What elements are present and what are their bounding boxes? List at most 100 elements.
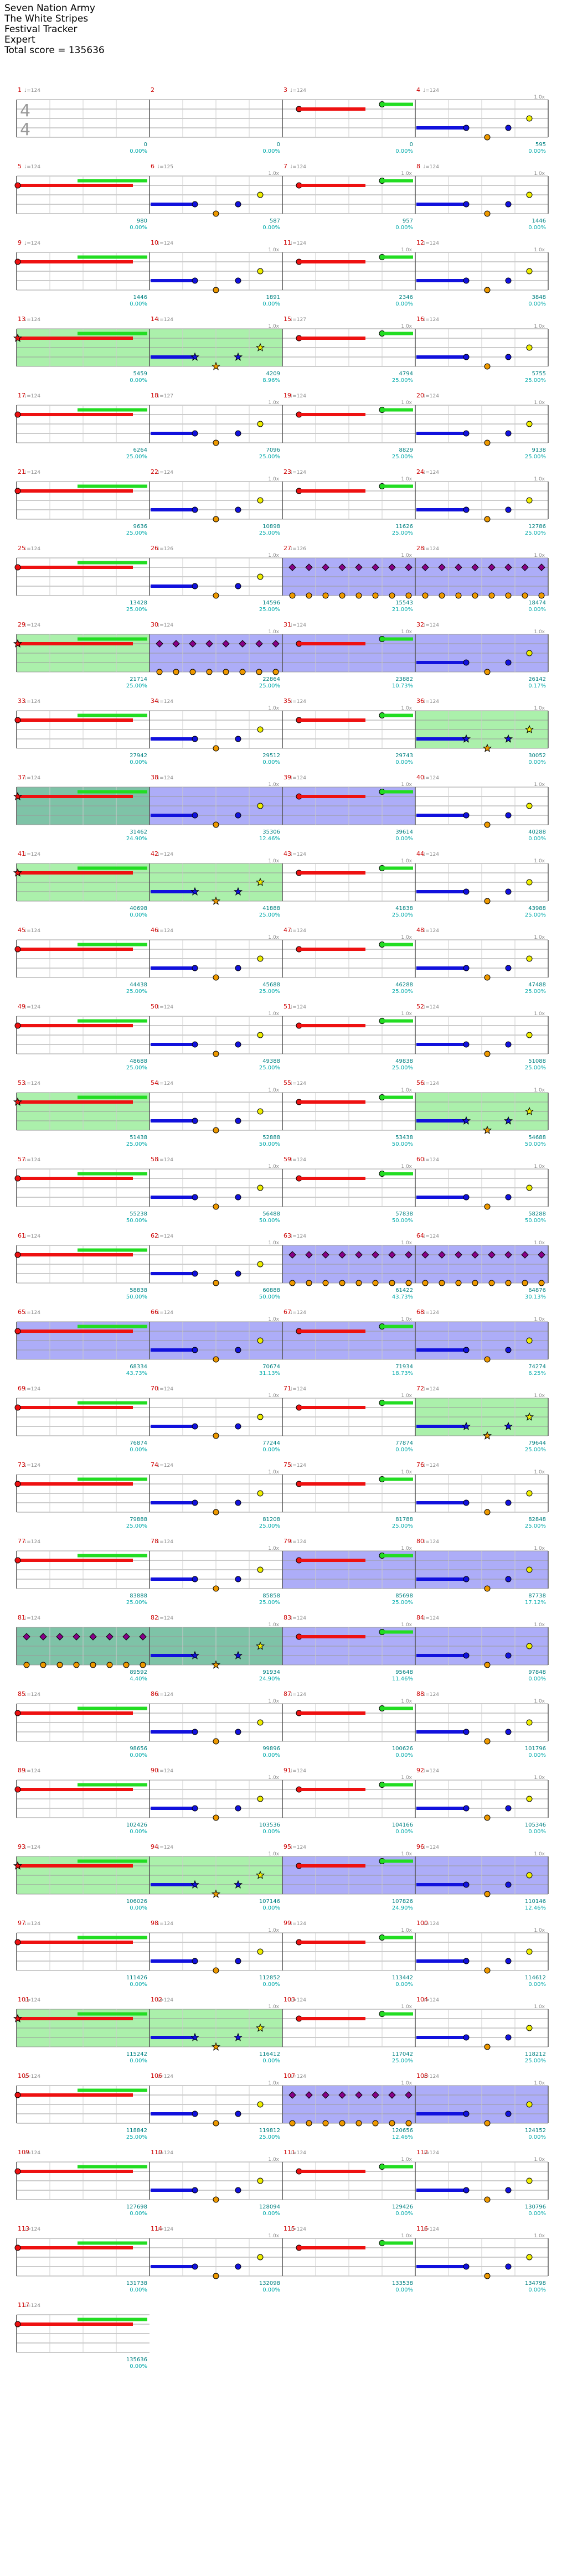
- tempo-marking: ♩=124: [157, 1692, 173, 1698]
- note-yellow: [526, 2101, 533, 2108]
- tempo-marking: ♩=124: [157, 775, 173, 781]
- note-blue: [463, 812, 470, 819]
- sustain-green: [382, 1554, 413, 1558]
- sustain-blue: [151, 890, 194, 893]
- measure-number: 94: [151, 1843, 158, 1850]
- note-yellow: [257, 1108, 264, 1115]
- note-blue: [463, 2111, 470, 2117]
- note-blue: [192, 2111, 198, 2117]
- tempo-marking: ♩=124: [24, 1463, 40, 1468]
- note-orange: [522, 1280, 528, 1286]
- sustain-blue: [151, 1501, 194, 1504]
- sustain-blue: [416, 1730, 465, 1734]
- note-blue: [192, 1423, 198, 1430]
- tap-note-purple: [222, 640, 230, 648]
- tempo-marking: ♩=124: [157, 699, 173, 705]
- multiplier-label: 1.0x: [534, 1699, 545, 1704]
- measure-score: 118212: [525, 2051, 546, 2057]
- sustain-blue: [151, 1577, 194, 1581]
- note-blue: [235, 736, 241, 742]
- sustain-blue: [416, 814, 465, 817]
- note-red: [13, 792, 23, 800]
- sustain-red: [18, 489, 133, 493]
- note-blue: [192, 2263, 198, 2270]
- time-sig-numerator: 4: [20, 101, 30, 121]
- tempo-marking: ♩=124: [24, 1310, 40, 1316]
- tempo-marking: ♩=124: [423, 1692, 439, 1698]
- note-blue: [235, 506, 241, 513]
- note-red: [14, 2168, 21, 2175]
- measure-number: 59: [284, 1156, 291, 1163]
- note-yellow: [257, 497, 264, 504]
- tempo-marking: ♩=124: [24, 1387, 40, 1392]
- multiplier-label: 1.0x: [534, 1317, 545, 1322]
- measure-percent: 0.00%: [395, 148, 413, 154]
- sustain-green: [382, 713, 413, 717]
- note-orange: [23, 1662, 30, 1668]
- sustain-red: [18, 948, 133, 951]
- measure-number: 101: [18, 1996, 29, 2003]
- tempo-marking: ♩=124: [423, 1998, 439, 2003]
- measure-score: 30052: [528, 753, 546, 759]
- measure-percent: 4.40%: [130, 1676, 147, 1682]
- note-yellow: [257, 955, 264, 962]
- measure-score: 128094: [259, 2204, 280, 2210]
- measure-2: 2 00.00%: [149, 86, 282, 154]
- tempo-marking: ♩=124: [24, 852, 40, 857]
- measure-percent: 8.96%: [262, 377, 280, 384]
- measure-score: 89592: [130, 1669, 147, 1675]
- note-blue: [505, 1499, 512, 1506]
- measure-percent: 0.00%: [130, 1982, 147, 1988]
- tap-note-purple: [504, 563, 512, 571]
- multiplier-label: 1.0x: [268, 324, 279, 329]
- tempo-marking: ♩=124: [423, 623, 439, 628]
- tempo-marking: ♩=124: [24, 394, 40, 399]
- sustain-red: [299, 871, 365, 875]
- measure-number: 86: [151, 1690, 158, 1698]
- sustain-blue: [151, 1654, 194, 1657]
- note-yellow: [526, 2025, 533, 2031]
- measure-number: 87: [284, 1690, 291, 1698]
- multiplier-label: 1.0x: [534, 782, 545, 788]
- note-orange: [213, 821, 219, 828]
- note-yellow: [526, 650, 533, 656]
- multiplier-label: 1.0x: [268, 629, 279, 635]
- tempo-marking: ♩=124: [24, 1998, 40, 2003]
- tap-note-purple: [156, 640, 163, 648]
- measure-score: 7096: [266, 447, 280, 453]
- measure-percent: 25.00%: [126, 683, 147, 689]
- sustain-blue: [416, 1577, 465, 1581]
- note-blue: [235, 812, 241, 819]
- note-yellow: [526, 2254, 533, 2261]
- sustain-blue: [416, 508, 465, 511]
- tap-note-purple: [338, 1251, 346, 1259]
- sustain-green: [382, 255, 413, 259]
- tap-note-purple: [405, 1251, 413, 1259]
- note-blue: [461, 1421, 471, 1430]
- measure-score: 39614: [395, 829, 413, 835]
- note-orange: [206, 669, 213, 675]
- measure-score: 111426: [126, 1975, 147, 1981]
- measure-percent: 0.00%: [262, 2058, 280, 2064]
- note-orange: [484, 1585, 491, 1592]
- measure-score: 46288: [395, 982, 413, 988]
- note-orange: [322, 592, 329, 599]
- tap-note-purple: [421, 563, 429, 571]
- measure-percent: 0.00%: [262, 225, 280, 231]
- measure-number: 14: [151, 315, 158, 323]
- note-orange: [482, 1431, 492, 1440]
- note-blue: [505, 1652, 512, 1659]
- note-red: [13, 333, 23, 342]
- tempo-marking: ♩=124: [423, 317, 439, 323]
- note-orange: [339, 1280, 346, 1286]
